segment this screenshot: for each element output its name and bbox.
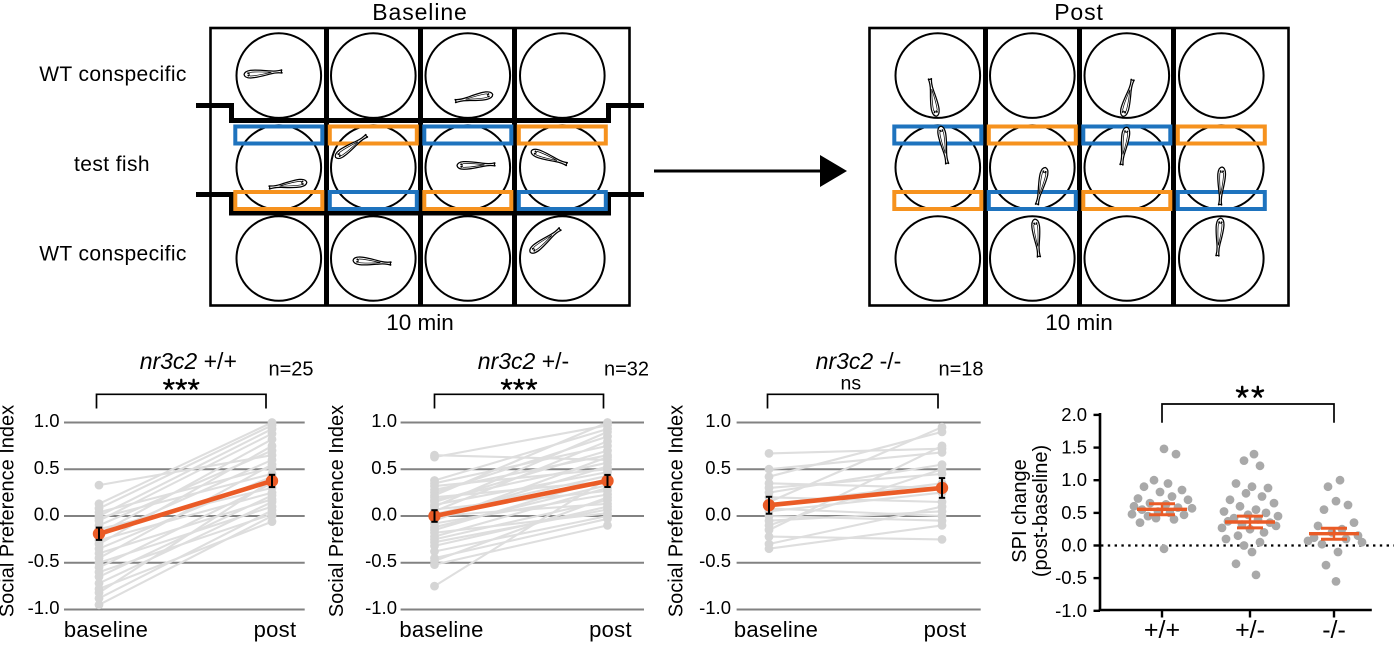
svg-text:0.0: 0.0 (371, 504, 397, 525)
svg-text:test fish: test fish (74, 153, 150, 176)
svg-text:Post: Post (1054, 0, 1104, 25)
svg-text:Social Preference Index: Social Preference Index (326, 405, 348, 617)
svg-text:WT conspecific: WT conspecific (39, 63, 187, 86)
svg-text:1.0: 1.0 (34, 410, 60, 431)
svg-text:2.0: 2.0 (1061, 404, 1087, 425)
svg-text:n=18: n=18 (938, 359, 983, 381)
svg-text:(post-baseline): (post-baseline) (1030, 445, 1052, 577)
svg-text:0.0: 0.0 (705, 504, 731, 525)
svg-text:+/+: +/+ (1144, 616, 1180, 644)
svg-text:n=25: n=25 (268, 359, 313, 381)
svg-text:1.0: 1.0 (705, 410, 731, 431)
svg-text:1.5: 1.5 (1061, 437, 1087, 458)
svg-text:Social Preference Index: Social Preference Index (666, 405, 688, 617)
svg-text:+/-: +/- (1235, 616, 1265, 644)
svg-text:-1.0: -1.0 (1055, 600, 1087, 621)
svg-text:-/-: -/- (1322, 616, 1346, 644)
svg-text:SPI change: SPI change (1009, 459, 1031, 562)
svg-text:n=32: n=32 (604, 359, 649, 381)
svg-text:0.5: 0.5 (1061, 502, 1087, 523)
svg-text:nr3c2 +/+: nr3c2 +/+ (140, 348, 237, 374)
svg-text:10 min: 10 min (386, 310, 454, 335)
svg-text:baseline: baseline (734, 617, 818, 642)
svg-text:1.0: 1.0 (371, 410, 397, 431)
svg-text:-0.5: -0.5 (1055, 567, 1087, 588)
svg-text:-1.0: -1.0 (28, 597, 60, 618)
svg-text:nr3c2 +/-: nr3c2 +/- (478, 348, 569, 374)
svg-text:0.5: 0.5 (371, 457, 397, 478)
svg-text:WT conspecific: WT conspecific (39, 243, 187, 266)
svg-text:0.0: 0.0 (34, 504, 60, 525)
svg-text:nr3c2 -/-: nr3c2 -/- (816, 348, 902, 374)
svg-text:baseline: baseline (64, 617, 148, 642)
svg-text:post: post (254, 617, 297, 642)
svg-text:1.0: 1.0 (1061, 469, 1087, 490)
svg-text:0.5: 0.5 (34, 457, 60, 478)
svg-text:Baseline: Baseline (372, 0, 467, 25)
svg-text:-0.5: -0.5 (28, 550, 60, 571)
svg-text:0.5: 0.5 (705, 457, 731, 478)
svg-text:-0.5: -0.5 (365, 550, 397, 571)
svg-text:0.0: 0.0 (1061, 535, 1087, 556)
svg-text:10 min: 10 min (1045, 310, 1113, 335)
svg-text:-1.0: -1.0 (365, 597, 397, 618)
svg-text:-1.0: -1.0 (699, 597, 731, 618)
svg-text:ns: ns (840, 373, 861, 395)
svg-text:baseline: baseline (399, 617, 483, 642)
svg-text:post: post (924, 617, 967, 642)
svg-text:-0.5: -0.5 (699, 550, 731, 571)
svg-text:Social Preference Index: Social Preference Index (0, 405, 19, 617)
svg-text:post: post (589, 617, 632, 642)
